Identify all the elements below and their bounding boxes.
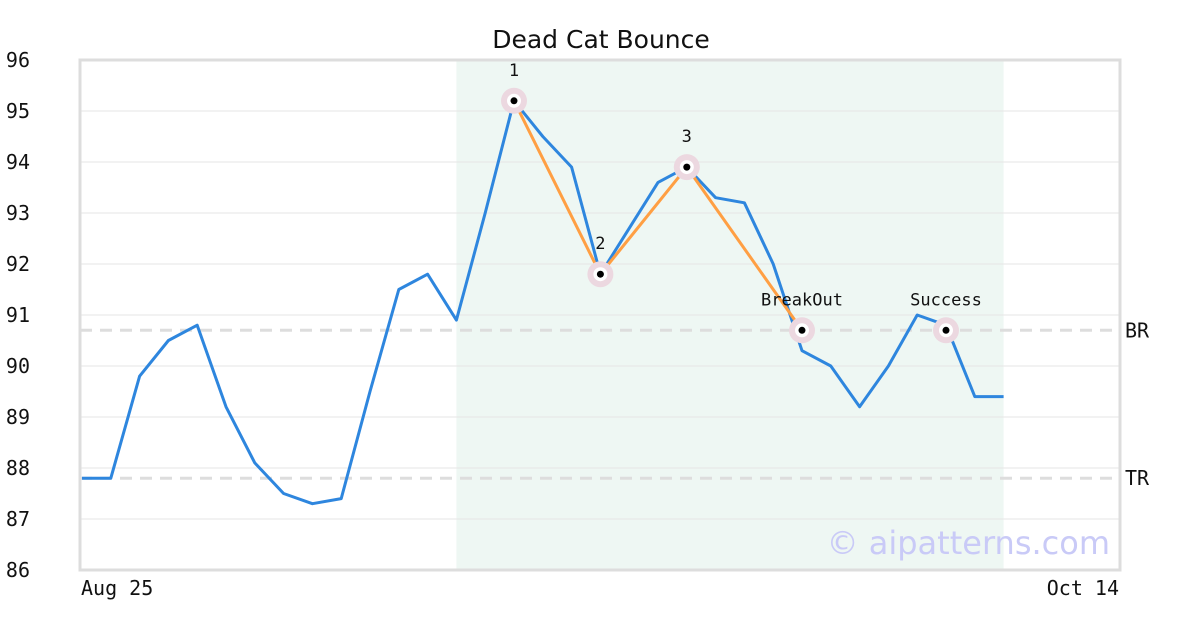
pattern-line: [512, 100, 804, 332]
y-tick-label: 86: [6, 558, 30, 582]
level-label: TR: [1125, 466, 1150, 490]
y-axis-ticks: 86 87 88 89 90 91 92 93 94 95 96: [6, 48, 30, 582]
marker-label: 2: [595, 234, 605, 254]
marker-dot: [510, 97, 518, 105]
y-tick-label: 90: [6, 354, 30, 378]
chart-title: Dead Cat Bounce: [492, 25, 710, 54]
marker-dot: [683, 163, 691, 171]
y-tick-label: 92: [6, 252, 30, 276]
y-tick-label: 96: [6, 48, 30, 72]
x-axis-ticks: Aug 25 Oct 14: [81, 576, 1119, 600]
grid-lines: [80, 110, 1120, 520]
marker-dot: [798, 326, 806, 334]
x-tick-label: Oct 14: [1047, 576, 1119, 600]
watermark: © aipatterns.com: [827, 524, 1110, 562]
marker-label: 3: [682, 127, 692, 147]
marker-label: 1: [509, 61, 519, 81]
y-tick-label: 91: [6, 303, 30, 327]
y-tick-label: 93: [6, 201, 30, 225]
y-tick-label: 88: [6, 456, 30, 480]
y-tick-label: 89: [6, 405, 30, 429]
x-tick-label: Aug 25: [81, 576, 153, 600]
y-tick-label: 87: [6, 507, 30, 531]
plot-frame: [78, 58, 1122, 572]
level-label: BR: [1125, 318, 1150, 342]
marker-dot: [942, 326, 950, 334]
pattern-markers: 1 2 3 BreakOut Success: [501, 61, 982, 344]
y-tick-label: 94: [6, 150, 30, 174]
marker-dot: [596, 270, 604, 278]
price-line: [82, 99, 1004, 506]
marker-label: Success: [910, 290, 982, 310]
y-tick-label: 95: [6, 99, 30, 123]
marker-label: BreakOut: [761, 290, 843, 310]
